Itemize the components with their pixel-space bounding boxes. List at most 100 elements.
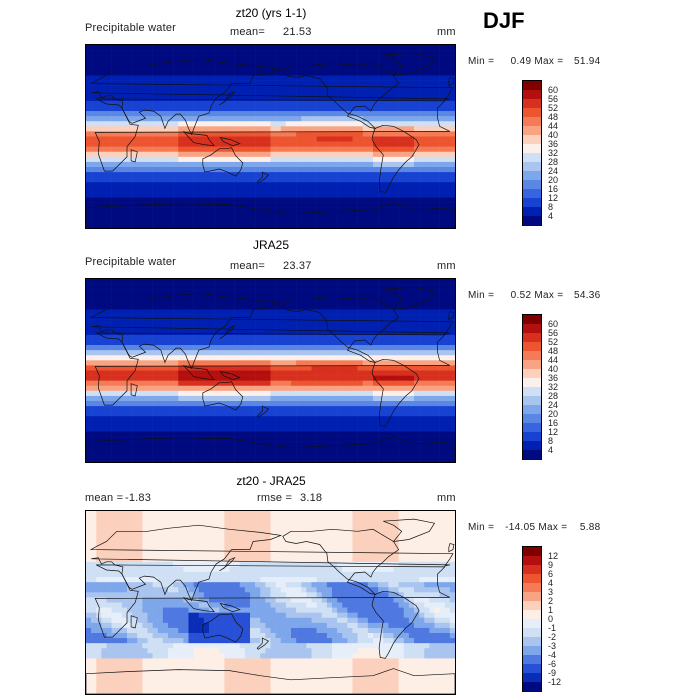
heatmap-cell bbox=[255, 329, 261, 336]
heatmap-cell bbox=[296, 401, 302, 407]
heatmap-cell bbox=[403, 85, 410, 92]
heatmap-cell bbox=[121, 212, 128, 219]
heatmap-cell bbox=[209, 177, 215, 183]
heatmap-cell bbox=[316, 375, 323, 381]
heatmap-cell bbox=[378, 365, 384, 371]
heatmap-cell bbox=[444, 151, 451, 158]
heatmap-cell bbox=[214, 172, 220, 178]
heatmap-cell bbox=[419, 156, 425, 163]
heatmap-cell bbox=[388, 431, 394, 437]
heatmap-cell bbox=[326, 294, 333, 300]
heatmap-cell bbox=[132, 85, 138, 92]
heatmap-cell bbox=[224, 172, 230, 178]
heatmap-cell bbox=[168, 151, 174, 158]
heatmap-cell bbox=[393, 431, 399, 437]
heatmap-cell bbox=[121, 146, 128, 153]
heatmap-cell bbox=[403, 329, 410, 336]
heatmap-cell bbox=[214, 187, 220, 193]
heatmap-cell bbox=[137, 222, 143, 228]
heatmap-cell bbox=[321, 284, 328, 290]
heatmap-cell bbox=[183, 436, 189, 442]
heatmap-cell bbox=[265, 45, 271, 51]
heatmap-cell bbox=[449, 121, 455, 127]
heatmap-cell bbox=[96, 406, 102, 412]
heatmap-cell bbox=[424, 319, 430, 326]
heatmap-cell bbox=[234, 202, 241, 208]
heatmap-cell bbox=[265, 70, 271, 76]
heatmap-cell bbox=[101, 334, 107, 341]
heatmap-cell bbox=[367, 375, 374, 381]
heatmap-cell bbox=[183, 284, 189, 290]
heatmap-cell bbox=[106, 421, 112, 427]
heatmap-cell bbox=[203, 177, 210, 183]
heatmap-cell bbox=[239, 60, 246, 66]
heatmap-cell bbox=[116, 304, 123, 310]
heatmap-cell bbox=[332, 197, 338, 203]
heatmap-cell bbox=[383, 126, 389, 132]
heatmap-cell bbox=[332, 167, 338, 173]
heatmap-cell bbox=[244, 217, 251, 224]
heatmap-cell bbox=[152, 151, 159, 158]
heatmap-cell bbox=[106, 136, 112, 142]
heatmap-cell bbox=[378, 90, 384, 97]
heatmap-cell bbox=[332, 100, 338, 107]
heatmap-cell bbox=[214, 411, 220, 417]
heatmap-cell bbox=[106, 426, 112, 432]
heatmap-cell bbox=[439, 380, 446, 387]
heatmap-cell bbox=[383, 121, 389, 127]
heatmap-cell bbox=[388, 50, 394, 56]
heatmap-cell bbox=[357, 65, 364, 71]
heatmap-cell bbox=[285, 375, 292, 381]
heatmap-cell bbox=[137, 416, 143, 422]
heatmap-cell bbox=[429, 340, 435, 346]
heatmap-cell bbox=[137, 55, 143, 61]
heatmap-cell bbox=[168, 136, 174, 142]
heatmap-cell bbox=[234, 436, 241, 442]
coastline-eurasia bbox=[89, 58, 454, 136]
heatmap-cell bbox=[162, 75, 169, 81]
heatmap-cell bbox=[203, 70, 210, 76]
heatmap-cell bbox=[439, 390, 446, 397]
heatmap-cell bbox=[434, 350, 440, 356]
heatmap-cell bbox=[311, 284, 317, 290]
heatmap-cell bbox=[162, 431, 169, 437]
heatmap-cell bbox=[362, 360, 369, 366]
heatmap-cell bbox=[152, 284, 159, 290]
heatmap-cell bbox=[173, 131, 179, 137]
heatmap-cell bbox=[219, 284, 225, 290]
heatmap-cell bbox=[91, 421, 97, 427]
heatmap-cell bbox=[157, 309, 164, 315]
heatmap-cell bbox=[342, 365, 348, 371]
heatmap-cell bbox=[414, 161, 420, 168]
heatmap-cell bbox=[255, 111, 261, 117]
heatmap-cell bbox=[357, 309, 364, 315]
heatmap-cell bbox=[173, 426, 179, 432]
heatmap-cell bbox=[296, 167, 302, 173]
heatmap-cell bbox=[439, 350, 446, 356]
heatmap-cell bbox=[373, 121, 379, 127]
heatmap-cell bbox=[419, 55, 425, 61]
heatmap-cell bbox=[326, 131, 333, 137]
heatmap-cell bbox=[203, 95, 210, 102]
heatmap-cell bbox=[137, 370, 143, 376]
heatmap-cell bbox=[193, 385, 200, 392]
heatmap-cell bbox=[96, 222, 102, 228]
heatmap-cell bbox=[157, 182, 164, 188]
heatmap-cell bbox=[373, 177, 379, 183]
heatmap-cell bbox=[403, 172, 410, 178]
heatmap-cell bbox=[250, 319, 256, 326]
heatmap-cell bbox=[152, 350, 159, 356]
heatmap-cell bbox=[367, 156, 374, 163]
heatmap-cell bbox=[193, 441, 200, 448]
heatmap-cell bbox=[142, 411, 148, 417]
heatmap-cell bbox=[275, 350, 282, 356]
heatmap-cell bbox=[275, 375, 282, 381]
heatmap-cell bbox=[429, 350, 435, 356]
heatmap-cell bbox=[311, 187, 317, 193]
heatmap-cell bbox=[393, 182, 399, 188]
heatmap-cell bbox=[311, 151, 317, 158]
heatmap-cell bbox=[367, 329, 374, 336]
heatmap-cell bbox=[285, 106, 292, 112]
heatmap-cell bbox=[193, 60, 200, 66]
heatmap-cell bbox=[173, 70, 179, 76]
